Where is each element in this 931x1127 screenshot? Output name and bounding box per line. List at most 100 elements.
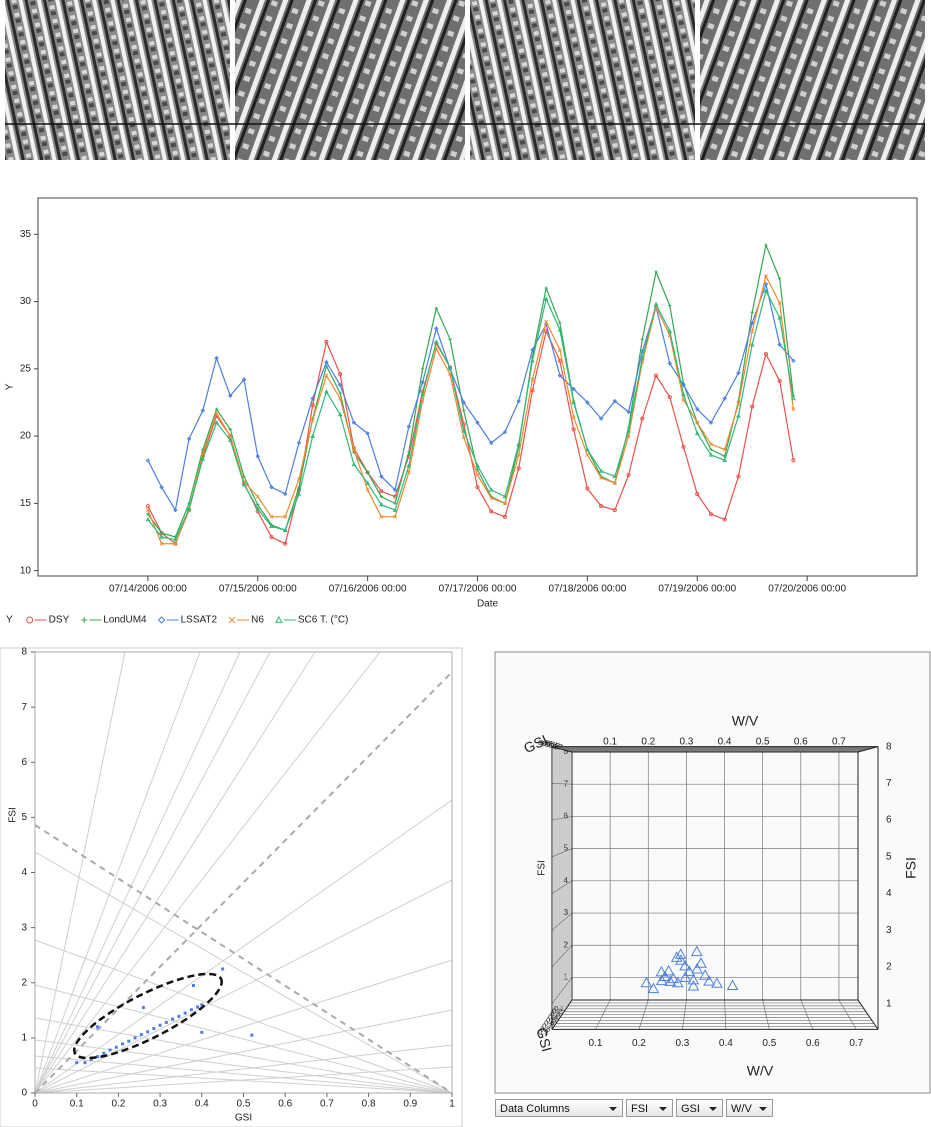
point	[571, 427, 576, 432]
point	[164, 1020, 168, 1024]
point	[571, 386, 576, 392]
point	[516, 398, 521, 404]
point	[228, 393, 233, 398]
z-axis-label: GSI	[533, 1026, 555, 1053]
point	[338, 391, 342, 395]
point	[406, 470, 411, 475]
point	[681, 382, 686, 388]
z-tick-label: 0.5	[546, 742, 556, 749]
point	[777, 378, 782, 383]
photo	[700, 0, 925, 160]
point	[159, 534, 164, 539]
point	[675, 954, 687, 965]
point	[626, 428, 631, 433]
point	[722, 457, 728, 463]
point	[763, 352, 768, 357]
point	[392, 507, 398, 512]
reference-line	[34, 651, 201, 1094]
legend-marker	[275, 615, 283, 623]
point	[145, 508, 150, 513]
z-tick-label: 0.7	[542, 1023, 552, 1030]
point	[269, 535, 274, 539]
line	[147, 281, 794, 512]
point	[475, 420, 480, 425]
point	[489, 509, 494, 514]
point	[679, 971, 692, 982]
point	[282, 527, 288, 532]
legend-marker	[26, 616, 34, 624]
series	[145, 281, 796, 513]
point	[214, 407, 219, 411]
y-tick-label: 2	[886, 962, 892, 973]
point	[324, 373, 329, 378]
point	[690, 945, 703, 957]
x-tick-label: 0.8	[362, 1099, 376, 1110]
reference-line	[34, 1055, 453, 1094]
point	[612, 473, 618, 479]
x-tick-label: 0.3	[153, 1099, 167, 1110]
point	[708, 420, 714, 425]
point	[351, 420, 357, 425]
photo	[235, 0, 465, 160]
point	[722, 517, 727, 522]
point	[420, 367, 425, 371]
point	[351, 461, 357, 467]
point	[255, 454, 260, 459]
point	[365, 431, 370, 436]
y-tick-label: 25	[20, 363, 32, 374]
point	[171, 1017, 175, 1021]
dropdown[interactable]: W/V	[726, 1099, 773, 1117]
z-tick-label: 0.3	[550, 1012, 560, 1019]
point	[764, 243, 768, 247]
z-tick-label: 0.7	[542, 741, 552, 748]
x-tick-label: 0.5	[762, 1038, 776, 1049]
point	[777, 342, 782, 347]
point	[639, 355, 645, 360]
point	[447, 364, 453, 370]
point	[585, 400, 590, 405]
point	[640, 349, 645, 354]
point	[200, 1030, 204, 1034]
point	[189, 1008, 193, 1012]
point	[434, 306, 438, 310]
point	[699, 969, 711, 980]
point	[200, 456, 206, 461]
point	[159, 541, 164, 546]
point	[662, 964, 675, 976]
point	[585, 486, 590, 491]
x-tick-label: 0.6	[278, 1099, 292, 1110]
point	[191, 984, 195, 988]
x-tick-label: 0.5	[237, 1099, 251, 1110]
y-axis-label: FSI	[903, 857, 919, 879]
z-tick-label: 0.5	[546, 1018, 556, 1025]
photo	[5, 0, 230, 160]
dropdown[interactable]: GSI	[676, 1099, 723, 1117]
dropdown[interactable]: Data Columns	[495, 1099, 623, 1117]
reference-lines	[34, 651, 453, 1094]
x-tick-label: 0.2	[641, 737, 655, 748]
reference-line	[34, 939, 453, 1094]
line	[147, 289, 794, 541]
point	[462, 408, 466, 413]
box-edge	[551, 746, 573, 753]
point	[250, 1033, 254, 1037]
x-tick-label: 07/15/2006 00:00	[219, 584, 297, 595]
point	[516, 441, 522, 446]
point	[296, 440, 302, 446]
point	[671, 976, 684, 988]
point	[475, 468, 480, 472]
point	[173, 507, 178, 513]
x-tick-label: 0.1	[70, 1099, 84, 1110]
point	[664, 975, 677, 986]
point	[647, 982, 660, 994]
point	[530, 358, 535, 363]
point	[544, 286, 548, 290]
y-tick-label: 3	[886, 925, 892, 936]
point	[145, 458, 151, 463]
dropdown[interactable]: FSI	[626, 1099, 673, 1117]
point	[159, 484, 164, 490]
point	[626, 409, 631, 415]
legend-item: SC6 T. (°C)	[275, 615, 348, 626]
point	[297, 477, 301, 482]
